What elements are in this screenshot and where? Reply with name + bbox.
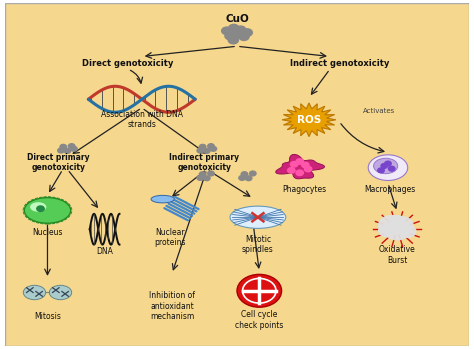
Text: Mitosis: Mitosis bbox=[34, 312, 61, 321]
Text: CuO: CuO bbox=[225, 14, 249, 24]
Text: ROS: ROS bbox=[297, 115, 321, 125]
Ellipse shape bbox=[230, 206, 286, 228]
Circle shape bbox=[68, 144, 75, 149]
Ellipse shape bbox=[49, 285, 72, 300]
Text: Indirect genotoxicity: Indirect genotoxicity bbox=[290, 59, 389, 68]
FancyBboxPatch shape bbox=[5, 3, 469, 346]
Circle shape bbox=[228, 24, 239, 32]
Circle shape bbox=[71, 147, 77, 151]
Circle shape bbox=[388, 166, 395, 171]
Circle shape bbox=[241, 172, 248, 177]
Circle shape bbox=[379, 224, 395, 237]
Circle shape bbox=[210, 147, 217, 151]
Circle shape bbox=[246, 176, 252, 181]
Circle shape bbox=[200, 172, 206, 177]
Ellipse shape bbox=[374, 158, 398, 174]
Circle shape bbox=[381, 164, 388, 168]
Circle shape bbox=[208, 144, 214, 149]
Circle shape bbox=[296, 170, 303, 176]
Circle shape bbox=[225, 32, 235, 40]
Circle shape bbox=[385, 222, 410, 240]
Circle shape bbox=[228, 36, 238, 44]
Ellipse shape bbox=[151, 195, 174, 203]
Text: DNA: DNA bbox=[96, 247, 113, 256]
Ellipse shape bbox=[24, 198, 71, 223]
Circle shape bbox=[239, 176, 246, 180]
Circle shape bbox=[390, 216, 405, 227]
Circle shape bbox=[222, 27, 232, 35]
Text: Activates: Activates bbox=[363, 108, 395, 114]
Text: Oxidative
Burst: Oxidative Burst bbox=[379, 245, 416, 265]
Circle shape bbox=[301, 162, 309, 168]
Ellipse shape bbox=[30, 202, 46, 212]
Text: Cell cycle
check points: Cell cycle check points bbox=[235, 310, 283, 329]
Circle shape bbox=[378, 168, 384, 173]
Polygon shape bbox=[276, 155, 325, 179]
Polygon shape bbox=[282, 103, 336, 137]
Circle shape bbox=[242, 29, 252, 36]
Circle shape bbox=[203, 149, 210, 153]
Circle shape bbox=[203, 176, 210, 181]
Circle shape bbox=[58, 148, 64, 153]
Circle shape bbox=[391, 217, 413, 233]
Circle shape bbox=[304, 166, 312, 172]
Circle shape bbox=[37, 206, 44, 211]
Text: Nucleus: Nucleus bbox=[32, 228, 63, 237]
Ellipse shape bbox=[368, 155, 408, 180]
Circle shape bbox=[399, 225, 416, 237]
Circle shape bbox=[236, 26, 246, 34]
Text: Macrophages: Macrophages bbox=[365, 185, 416, 194]
Circle shape bbox=[232, 30, 242, 38]
Circle shape bbox=[291, 162, 298, 167]
Circle shape bbox=[288, 168, 295, 173]
Circle shape bbox=[197, 148, 203, 153]
Ellipse shape bbox=[23, 285, 46, 300]
Circle shape bbox=[208, 171, 214, 176]
Circle shape bbox=[200, 144, 206, 149]
Text: Mitotic
spindles: Mitotic spindles bbox=[242, 235, 274, 254]
Circle shape bbox=[197, 176, 203, 180]
Circle shape bbox=[237, 274, 282, 307]
Text: Nuclear
proteins: Nuclear proteins bbox=[154, 228, 185, 247]
Text: Association with DNA
strands: Association with DNA strands bbox=[101, 110, 183, 129]
Text: Indirect primary
genotoxicity: Indirect primary genotoxicity bbox=[169, 153, 239, 172]
Circle shape bbox=[64, 149, 71, 153]
Circle shape bbox=[60, 144, 66, 149]
Circle shape bbox=[385, 161, 391, 166]
Circle shape bbox=[239, 33, 249, 40]
Text: Direct primary
genotoxicity: Direct primary genotoxicity bbox=[27, 153, 90, 172]
Circle shape bbox=[379, 216, 405, 235]
Text: Phagocytes: Phagocytes bbox=[283, 185, 327, 194]
Circle shape bbox=[249, 171, 256, 176]
Text: Direct genotoxicity: Direct genotoxicity bbox=[82, 59, 173, 68]
Text: Inhibition of
antioxidant
mechanism: Inhibition of antioxidant mechanism bbox=[149, 291, 195, 321]
Circle shape bbox=[296, 159, 303, 164]
